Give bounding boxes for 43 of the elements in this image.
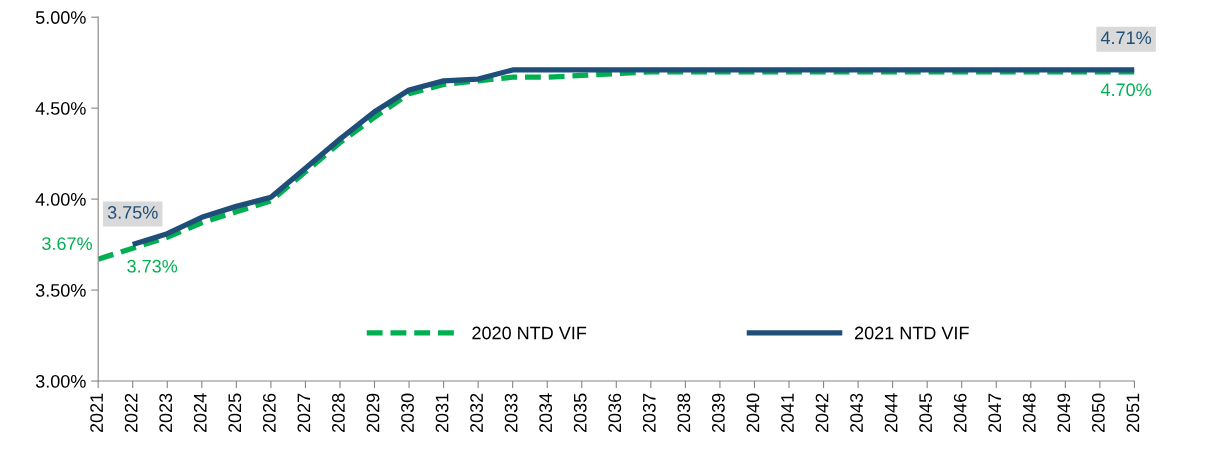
x-tick-label: 2033	[504, 393, 518, 433]
x-tick-label: 2051	[1126, 393, 1140, 433]
x-tick-label: 2035	[573, 393, 587, 433]
x-tick-label: 2036	[608, 393, 622, 433]
x-tick-label: 2041	[781, 393, 794, 433]
x-tick-label: 2022	[124, 393, 138, 433]
annotation: 3.67%	[42, 237, 92, 251]
x-tick-label: 2021	[90, 393, 104, 433]
y-tick-label: 4.00%	[35, 193, 86, 206]
x-tick-label: 2034	[539, 393, 553, 433]
x-tick-label: 2027	[297, 393, 311, 433]
y-tick-label: 5.00%	[35, 11, 86, 24]
x-tick-label: 2042	[815, 393, 829, 433]
x-tick-label: 2031	[435, 393, 449, 433]
x-tick-label: 2032	[470, 393, 483, 433]
legend-label: 2021 NTD VIF	[855, 326, 969, 340]
legend-label: 2020 NTD VIF	[472, 326, 587, 340]
x-tick-label: 2030	[401, 393, 414, 433]
x-tick-label: 2025	[228, 393, 242, 433]
x-tick-label: 2023	[159, 393, 173, 433]
x-tick-label: 2043	[850, 393, 863, 433]
x-tick-label: 2039	[711, 393, 725, 433]
annotation: 3.75%	[107, 206, 158, 219]
y-tick-label: 3.00%	[35, 374, 86, 388]
x-tick-label: 2029	[366, 393, 380, 433]
x-tick-label: 2040	[746, 393, 760, 433]
x-tick-label: 2024	[193, 393, 207, 433]
x-tick-label: 2026	[262, 393, 276, 433]
annotation: 4.71%	[1100, 31, 1152, 45]
x-tick-label: 2047	[988, 393, 1002, 433]
y-tick-label: 3.50%	[35, 284, 86, 297]
x-tick-label: 2038	[677, 393, 691, 433]
x-tick-label: 2045	[919, 393, 933, 433]
x-tick-label: 2050	[1091, 393, 1105, 433]
x-tick-label: 2046	[953, 393, 967, 433]
x-tick-label: 2028	[332, 393, 345, 433]
y-tick-label: 4.50%	[35, 102, 86, 115]
annotation: 4.70%	[1100, 83, 1152, 97]
x-tick-label: 2037	[642, 393, 656, 433]
x-tick-label: 2048	[1022, 393, 1036, 433]
x-tick-label: 2049	[1057, 393, 1071, 433]
annotation: 3.73%	[127, 259, 178, 273]
x-tick-label: 2044	[884, 393, 898, 433]
